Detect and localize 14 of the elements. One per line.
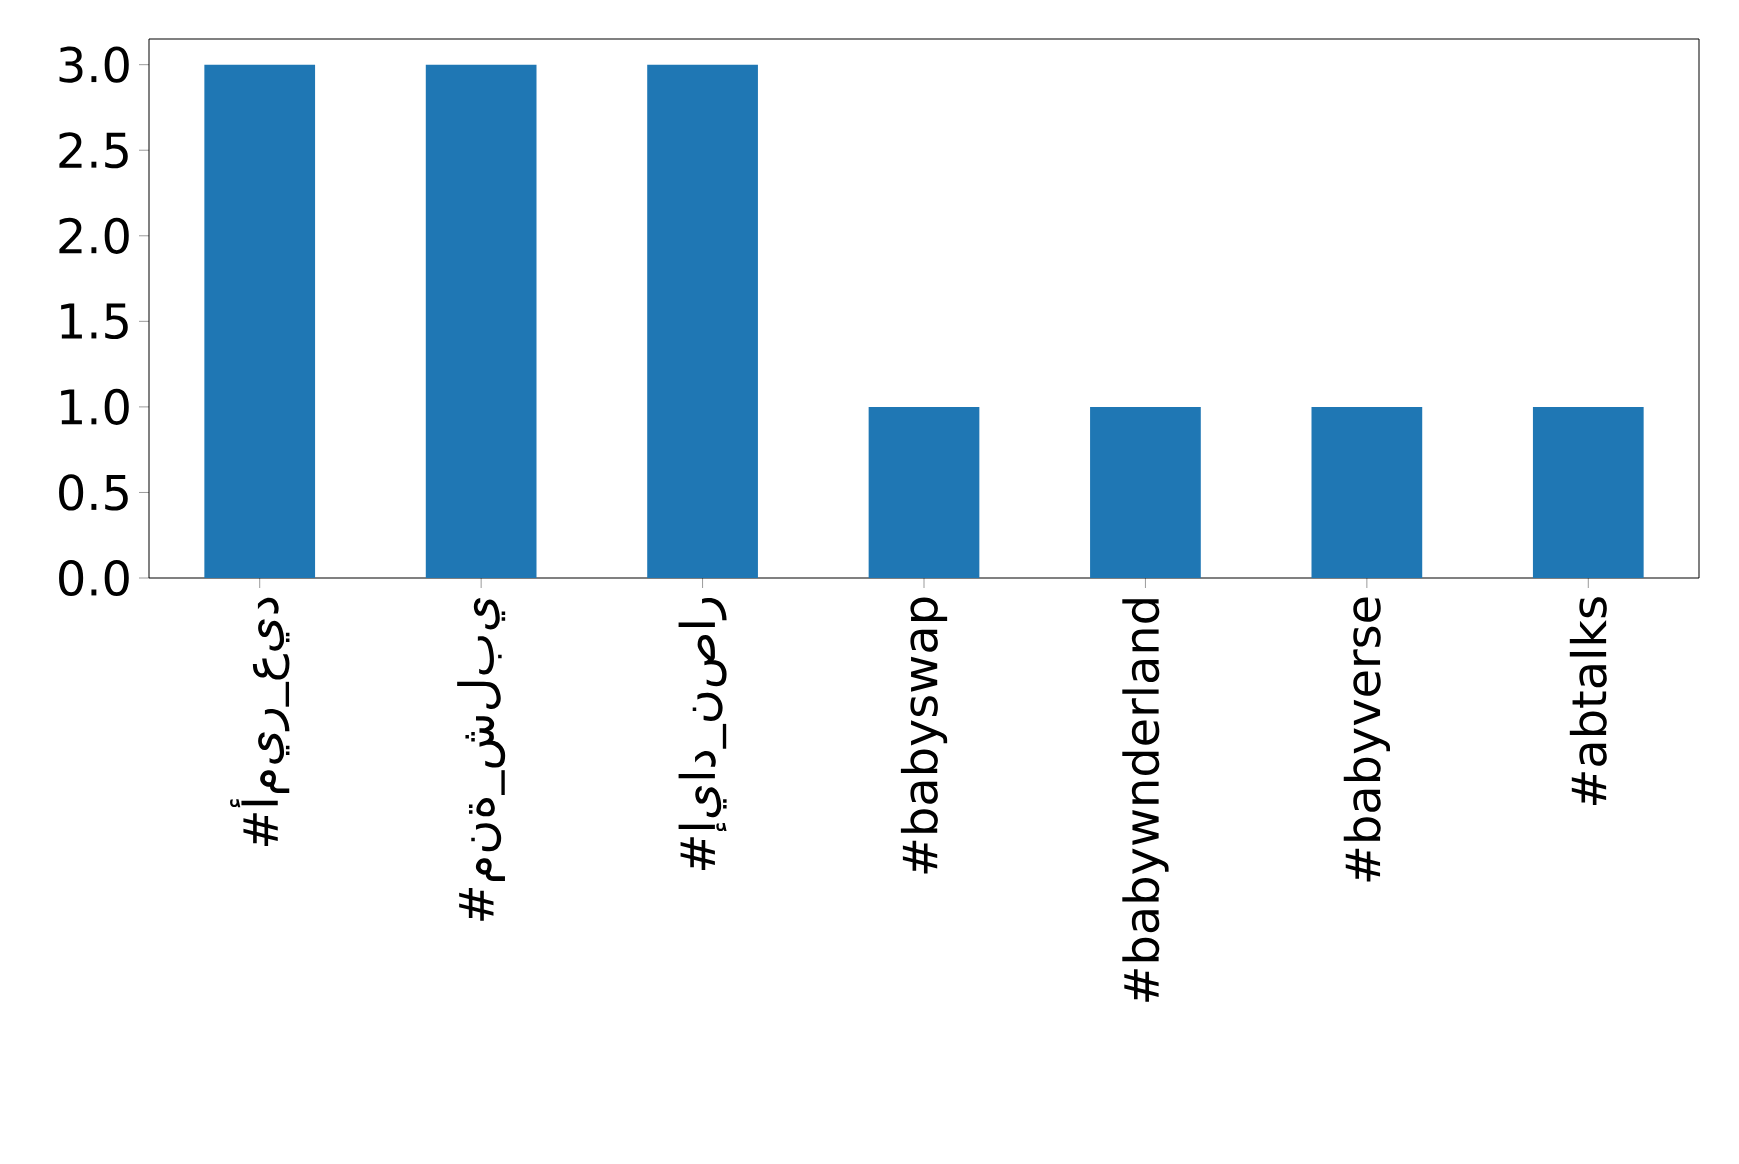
x-tick-label: #abtalks — [1569, 597, 1607, 806]
y-tick-label: 3.0 — [59, 46, 129, 83]
y-tick-label: 1.0 — [61, 388, 129, 425]
y-tick-label: 2.5 — [59, 132, 128, 169]
x-tick-label: #babyswap — [900, 597, 948, 874]
x-tick-label: #أمير_عيد — [230, 597, 290, 847]
y-tick-label: 0.5 — [59, 474, 128, 511]
y-tick-label: 1.5 — [61, 303, 128, 340]
x-tick-label: #إياد_نصار — [678, 597, 727, 870]
x-tick-label: #babywnderland — [1122, 599, 1169, 1002]
y-tick-label: 2.0 — [59, 217, 129, 254]
y-tick-label: 0.0 — [59, 559, 129, 597]
x-tick-label: #babyverse — [1343, 597, 1390, 882]
x-tick-label: #منة_شلبي — [457, 598, 506, 921]
